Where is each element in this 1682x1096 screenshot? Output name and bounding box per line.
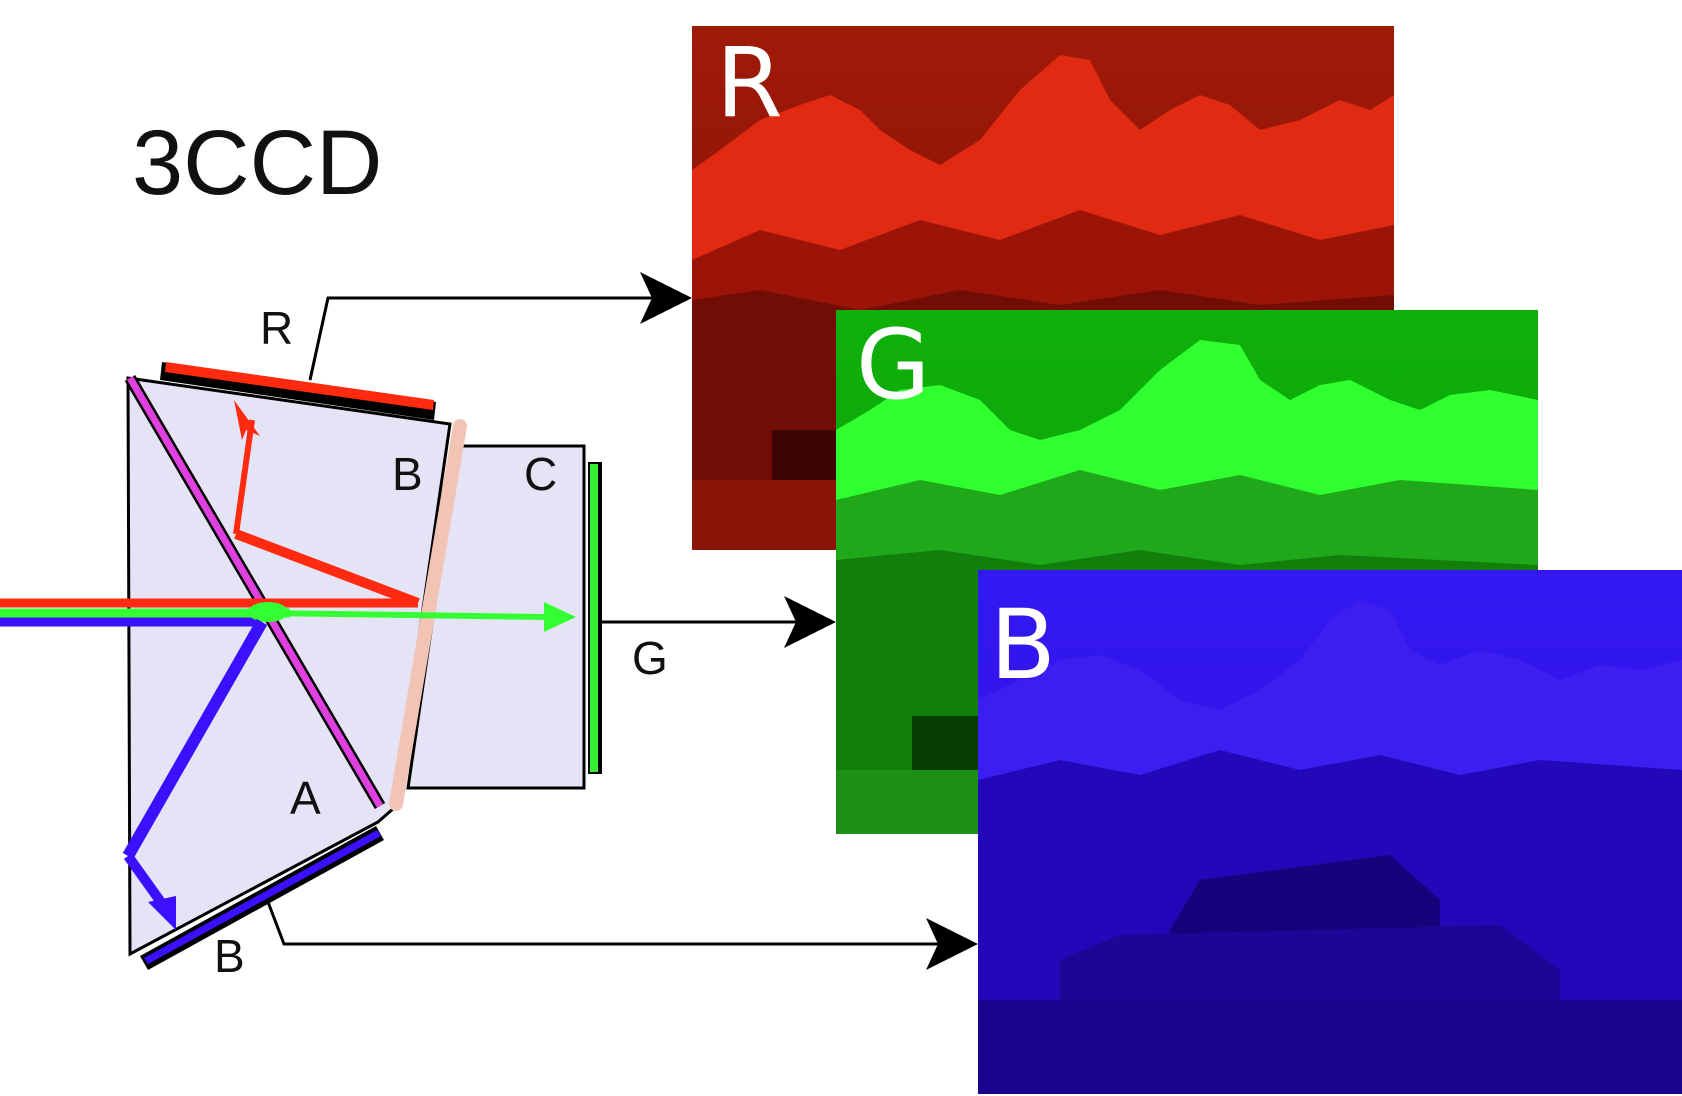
blue-arrow-head xyxy=(926,918,978,970)
diagram-title: 3CCD xyxy=(132,112,382,214)
red-arrow-head xyxy=(640,272,692,324)
green-ray-arrowhead xyxy=(544,602,576,632)
blue-channel-letter: B xyxy=(990,589,1056,701)
red-ray-reflect xyxy=(234,529,420,608)
blue-channel-image: B xyxy=(978,570,1682,1094)
sensor-b xyxy=(144,830,381,964)
light-rays xyxy=(0,400,576,930)
prism-assembly xyxy=(124,362,602,970)
green-ray-junction xyxy=(248,602,288,622)
label-sensor-r: R xyxy=(260,302,293,354)
dichroic-mirror-magenta xyxy=(126,376,384,808)
blue-output-arrow xyxy=(266,901,976,949)
blue-ray-reflect xyxy=(122,619,268,859)
label-prism-a: A xyxy=(290,772,321,824)
sensor-r xyxy=(165,362,434,410)
blue-image-barn-body xyxy=(1060,925,1560,1010)
green-ray-through xyxy=(261,610,549,620)
blue-ray-arrowhead xyxy=(148,896,176,930)
sensor-g xyxy=(590,464,598,772)
label-sensor-b: B xyxy=(214,930,245,982)
blue-image-field xyxy=(978,1000,1682,1094)
red-channel-letter: R xyxy=(716,27,783,139)
red-ray-arrowhead xyxy=(234,400,260,440)
green-arrow-head xyxy=(784,596,836,648)
label-sensor-g: G xyxy=(632,632,668,684)
label-prism-c: C xyxy=(524,448,557,500)
green-channel-letter: G xyxy=(856,309,930,421)
red-output-arrow xyxy=(308,293,690,381)
label-prism-b: B xyxy=(392,448,423,500)
red-ray-up xyxy=(233,419,255,535)
